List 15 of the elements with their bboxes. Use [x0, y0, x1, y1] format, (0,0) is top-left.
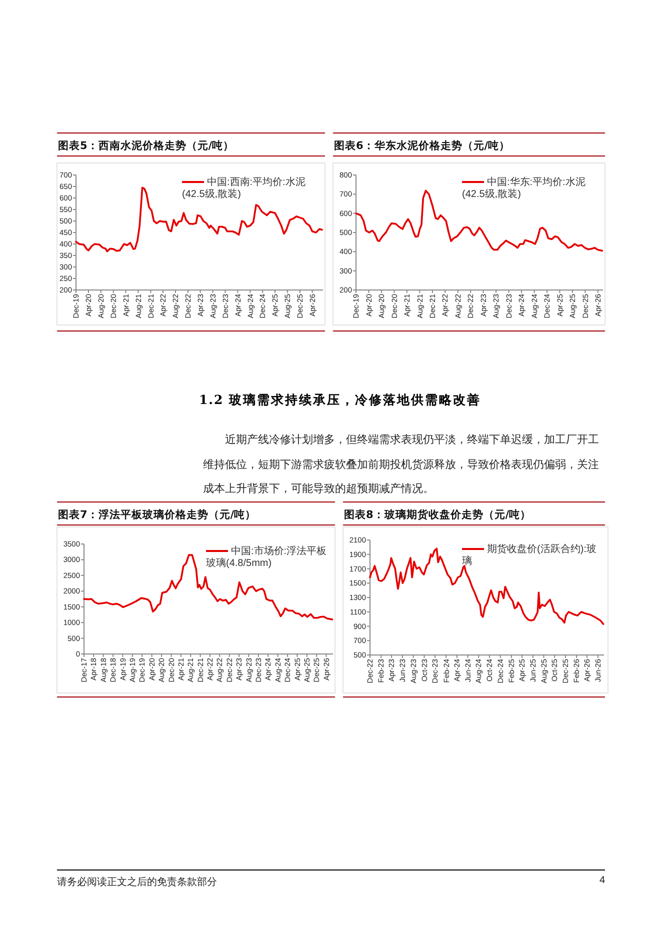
chart-title: 图表5：西南水泥价格走势（元/吨）: [58, 139, 234, 152]
text: 近期产线冷修计划增多，但终端需求表现仍平淡，终端下单迟缓，加工厂开工维持低位，短期下游需求疲软叠加前期投机货源释放，导致价格表现仍偏弱，关注成本上升背景下，可能导致的超预期减产情况。: [203, 432, 600, 497]
legend-label: 中国:华东:平均价:水泥(42.5级,散装): [462, 177, 586, 200]
text: 请务必阅读正文之后的免责条款部分: [57, 876, 218, 889]
legend-label: 中国:市场价:浮法平板玻璃(4.8/5mm): [206, 546, 327, 569]
line-series: [355, 190, 604, 252]
text: 1.2 玻璃需求持续承压，冷修落地供需略改善: [198, 392, 482, 409]
line-series: [83, 554, 334, 620]
text: 4: [598, 875, 605, 886]
chart-title: 图表7：浮法平板玻璃价格走势（元/吨）: [58, 508, 256, 521]
line-series: [75, 186, 323, 252]
legend-label: 中国:西南:平均价:水泥(42.5级,散装): [182, 177, 306, 200]
chart-title: 图表6：华东水泥价格走势（元/吨）: [334, 139, 510, 152]
text: 期货收盘价(活跃合约):玻璃: [462, 544, 596, 567]
chart-title: 图表8：玻璃期货收盘价走势（元/吨）: [344, 508, 532, 521]
